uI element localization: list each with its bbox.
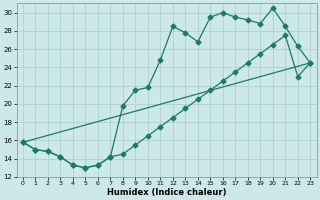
X-axis label: Humidex (Indice chaleur): Humidex (Indice chaleur) (107, 188, 226, 197)
